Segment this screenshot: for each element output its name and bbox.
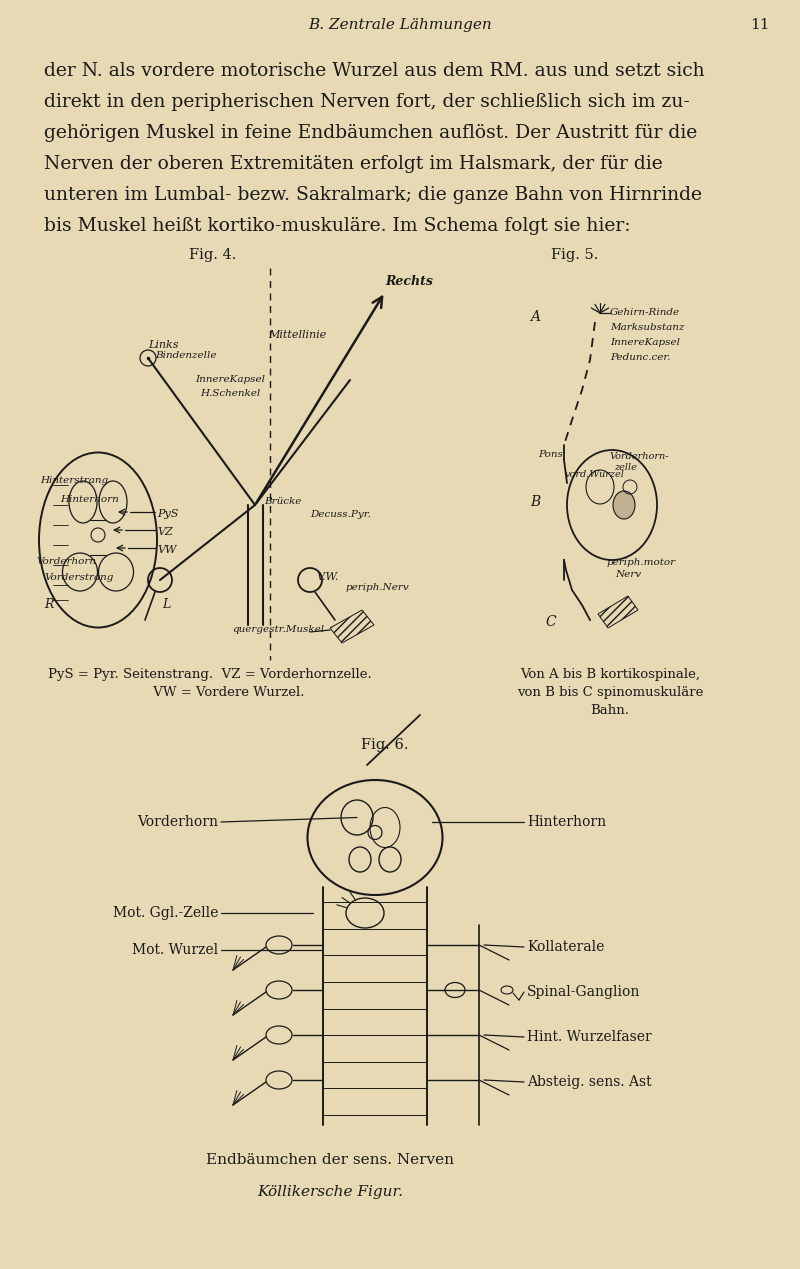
Text: Nerv: Nerv: [615, 570, 641, 579]
Text: VZ: VZ: [157, 527, 173, 537]
Polygon shape: [330, 610, 374, 643]
Text: Hinterhorn: Hinterhorn: [527, 815, 606, 829]
Text: Pedunc.cer.: Pedunc.cer.: [610, 353, 670, 362]
Text: V.W.: V.W.: [316, 572, 338, 582]
Text: InnereKapsel: InnereKapsel: [195, 376, 265, 385]
Text: Vorderstrang: Vorderstrang: [44, 574, 114, 582]
Text: Absteig. sens. Ast: Absteig. sens. Ast: [527, 1075, 652, 1089]
Text: Vorderhorn: Vorderhorn: [36, 557, 96, 566]
Text: Brücke: Brücke: [264, 497, 302, 506]
Text: Nerven der oberen Extremitäten erfolgt im Halsmark, der für die: Nerven der oberen Extremitäten erfolgt i…: [44, 155, 662, 173]
Text: zelle: zelle: [614, 463, 637, 472]
Text: Hint. Wurzelfaser: Hint. Wurzelfaser: [527, 1030, 652, 1044]
Ellipse shape: [613, 491, 635, 519]
Text: Kollaterale: Kollaterale: [527, 940, 604, 954]
Text: Mot. Ggl.-Zelle: Mot. Ggl.-Zelle: [113, 906, 218, 920]
Text: C: C: [545, 615, 556, 629]
Text: Vorderhorn: Vorderhorn: [137, 815, 218, 829]
Text: InnereKapsel: InnereKapsel: [610, 338, 680, 346]
Text: Von A bis B kortikospinale,
von B bis C spinomuskuläre
Bahn.: Von A bis B kortikospinale, von B bis C …: [517, 667, 703, 717]
Text: B: B: [530, 495, 540, 509]
Text: Rechts: Rechts: [385, 275, 433, 288]
Text: Vorderhorn-: Vorderhorn-: [610, 452, 670, 461]
Text: Fig. 5.: Fig. 5.: [551, 247, 598, 261]
Text: Decuss.Pyr.: Decuss.Pyr.: [310, 510, 371, 519]
Text: Fig. 4.: Fig. 4.: [190, 247, 237, 261]
Text: der N. als vordere motorische Wurzel aus dem RM. aus und setzt sich: der N. als vordere motorische Wurzel aus…: [44, 62, 705, 80]
Polygon shape: [598, 596, 638, 628]
Text: bis Muskel heißt kortiko-muskuläre. Im Schema folgt sie hier:: bis Muskel heißt kortiko-muskuläre. Im S…: [44, 217, 630, 235]
Text: periph.Nerv: periph.Nerv: [346, 582, 410, 593]
Text: 11: 11: [750, 18, 770, 32]
Text: Mot. Wurzel: Mot. Wurzel: [132, 943, 218, 957]
Text: R: R: [44, 598, 54, 610]
Text: Endbäumchen der sens. Nerven: Endbäumchen der sens. Nerven: [206, 1154, 454, 1167]
Text: PyS = Pyr. Seitenstrang.  VZ = Vorderhornzelle.
         VW = Vordere Wurzel.: PyS = Pyr. Seitenstrang. VZ = Vorderhorn…: [48, 667, 372, 699]
Text: A: A: [530, 310, 540, 324]
Text: Gehirn-Rinde: Gehirn-Rinde: [610, 308, 680, 317]
Text: PyS: PyS: [157, 509, 178, 519]
Text: quergestr.Muskel: quergestr.Muskel: [232, 626, 324, 634]
Text: vord.Wurzel: vord.Wurzel: [565, 470, 625, 478]
Text: unteren im Lumbal- bezw. Sakralmark; die ganze Bahn von Hirnrinde: unteren im Lumbal- bezw. Sakralmark; die…: [44, 187, 702, 204]
Text: VW: VW: [157, 544, 176, 555]
Text: Hinterstrang: Hinterstrang: [40, 476, 108, 485]
Text: gehörigen Muskel in feine Endbäumchen auflöst. Der Austritt für die: gehörigen Muskel in feine Endbäumchen au…: [44, 124, 698, 142]
Text: Bindenzelle: Bindenzelle: [155, 352, 217, 360]
Text: Links: Links: [148, 340, 178, 350]
Text: periph.motor: periph.motor: [607, 558, 676, 567]
Text: Pons: Pons: [538, 450, 563, 459]
Text: B. Zentrale Lähmungen: B. Zentrale Lähmungen: [308, 18, 492, 32]
Text: Mittellinie: Mittellinie: [268, 330, 326, 340]
Text: Köllikersche Figur.: Köllikersche Figur.: [257, 1185, 403, 1199]
Text: L: L: [162, 598, 170, 610]
Text: Hinterhorn: Hinterhorn: [60, 495, 118, 504]
Text: Fig. 6.: Fig. 6.: [362, 739, 409, 753]
Text: direkt in den peripherischen Nerven fort, der schließlich sich im zu-: direkt in den peripherischen Nerven fort…: [44, 93, 690, 110]
Text: Spinal-Ganglion: Spinal-Ganglion: [527, 985, 640, 999]
Text: H.Schenkel: H.Schenkel: [200, 390, 260, 398]
Text: Marksubstanz: Marksubstanz: [610, 324, 684, 332]
